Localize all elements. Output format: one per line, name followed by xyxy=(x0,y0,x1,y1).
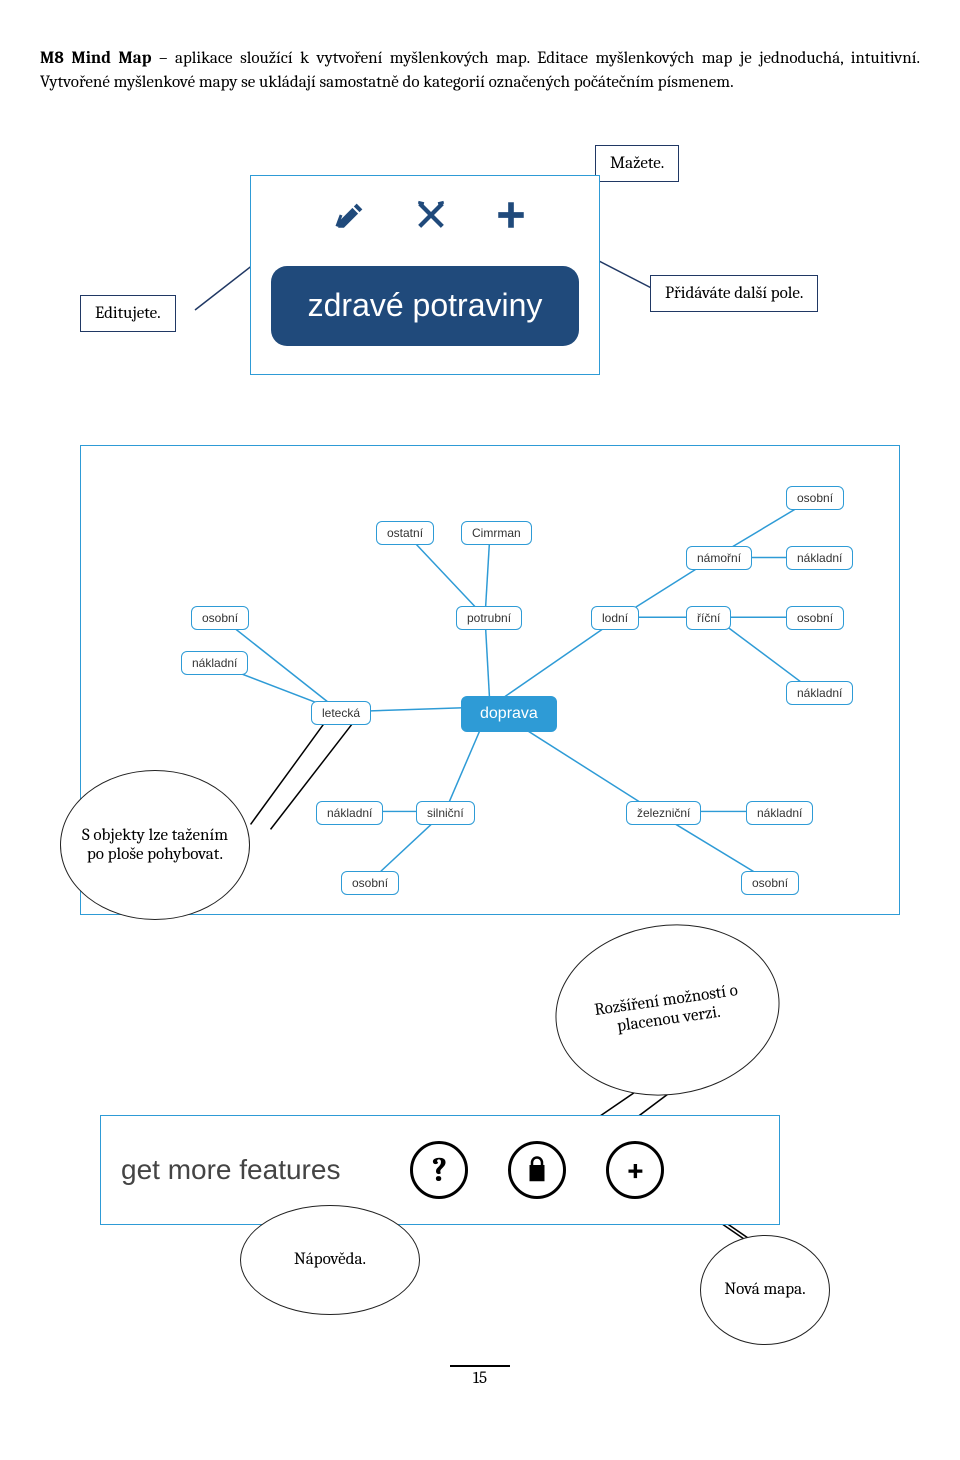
center-node-label: zdravé potraviny xyxy=(308,287,543,324)
plus-icon[interactable]: + xyxy=(606,1141,664,1199)
mindmap-node[interactable]: silniční xyxy=(416,801,475,825)
callout-add: Přidáváte další pole. xyxy=(650,275,818,312)
mindmap-node[interactable]: osobní xyxy=(786,606,844,630)
mindmap-node[interactable]: nákladní xyxy=(316,801,383,825)
intro-paragraph: M8 Mind Map – aplikace sloužící k vytvoř… xyxy=(40,47,920,95)
section-toolbar: Mažete. zdravé potraviny Editujete. Přid… xyxy=(40,145,920,425)
mindmap-node[interactable]: osobní xyxy=(341,871,399,895)
callout-add-text: Přidáváte další pole. xyxy=(665,284,803,303)
mindmap-node[interactable]: ostatní xyxy=(376,521,434,545)
mindmap-node[interactable]: námořní xyxy=(686,546,752,570)
intro-title: M8 Mind Map xyxy=(40,49,151,68)
callout-edit: Editujete. xyxy=(80,295,176,332)
center-node-button[interactable]: zdravé potraviny xyxy=(271,266,579,346)
callout-newmap-text: Nová mapa. xyxy=(724,1280,805,1299)
mindmap-node[interactable]: nákladní xyxy=(786,681,853,705)
help-icon[interactable]: ? xyxy=(410,1141,468,1199)
mindmap-node[interactable]: říční xyxy=(686,606,731,630)
section-bottombar: Rozšíření možností o placenou verzi. get… xyxy=(40,925,920,1345)
callout-delete-text: Mažete. xyxy=(610,154,664,173)
intro-text: – aplikace sloužící k vytvoření myšlenko… xyxy=(40,49,920,92)
mindmap-node[interactable]: lodní xyxy=(591,606,639,630)
callout-edit-text: Editujete. xyxy=(95,304,161,323)
mindmap-node[interactable]: nákladní xyxy=(746,801,813,825)
callout-premium: Rozšíření možností o placenou verzi. xyxy=(544,910,790,1110)
mindmap-node[interactable]: osobní xyxy=(786,486,844,510)
page-number: 15 xyxy=(40,1365,920,1388)
mindmap-node[interactable]: nákladní xyxy=(786,546,853,570)
mindmap-node[interactable]: nákladní xyxy=(181,651,248,675)
bottombar-panel: get more features ? + xyxy=(100,1115,780,1225)
delete-icon[interactable] xyxy=(414,198,448,237)
section-mindmap: doprava letecká ostatní Cimrman potrubní osob… xyxy=(40,445,920,925)
callout-drag: S objekty lze tažením po ploše pohybovat… xyxy=(60,770,250,920)
mindmap-node[interactable]: potrubní xyxy=(456,606,522,630)
add-icon[interactable] xyxy=(494,198,528,237)
mindmap-node[interactable]: osobní xyxy=(741,871,799,895)
callout-help: Nápověda. xyxy=(240,1205,420,1315)
mindmap-node[interactable]: železniční xyxy=(626,801,701,825)
mindmap-node[interactable]: osobní xyxy=(191,606,249,630)
toolbar-panel: zdravé potraviny xyxy=(250,175,600,375)
edit-icon[interactable] xyxy=(334,198,368,237)
page-number-text: 15 xyxy=(473,1369,487,1388)
callout-delete: Mažete. xyxy=(595,145,679,182)
callout-drag-text: S objekty lze tažením po ploše pohybovat… xyxy=(81,826,229,864)
mindmap-center-node[interactable]: doprava xyxy=(461,696,557,732)
callout-premium-text: Rozšíření možností o placenou verzi. xyxy=(579,979,756,1041)
callout-newmap: Nová mapa. xyxy=(700,1235,830,1345)
mindmap-node[interactable]: letecká xyxy=(311,701,371,725)
bottombar-label: get more features xyxy=(121,1154,340,1186)
shop-icon[interactable] xyxy=(508,1141,566,1199)
callout-help-text: Nápověda. xyxy=(294,1250,366,1269)
mindmap-node[interactable]: Cimrman xyxy=(461,521,532,545)
